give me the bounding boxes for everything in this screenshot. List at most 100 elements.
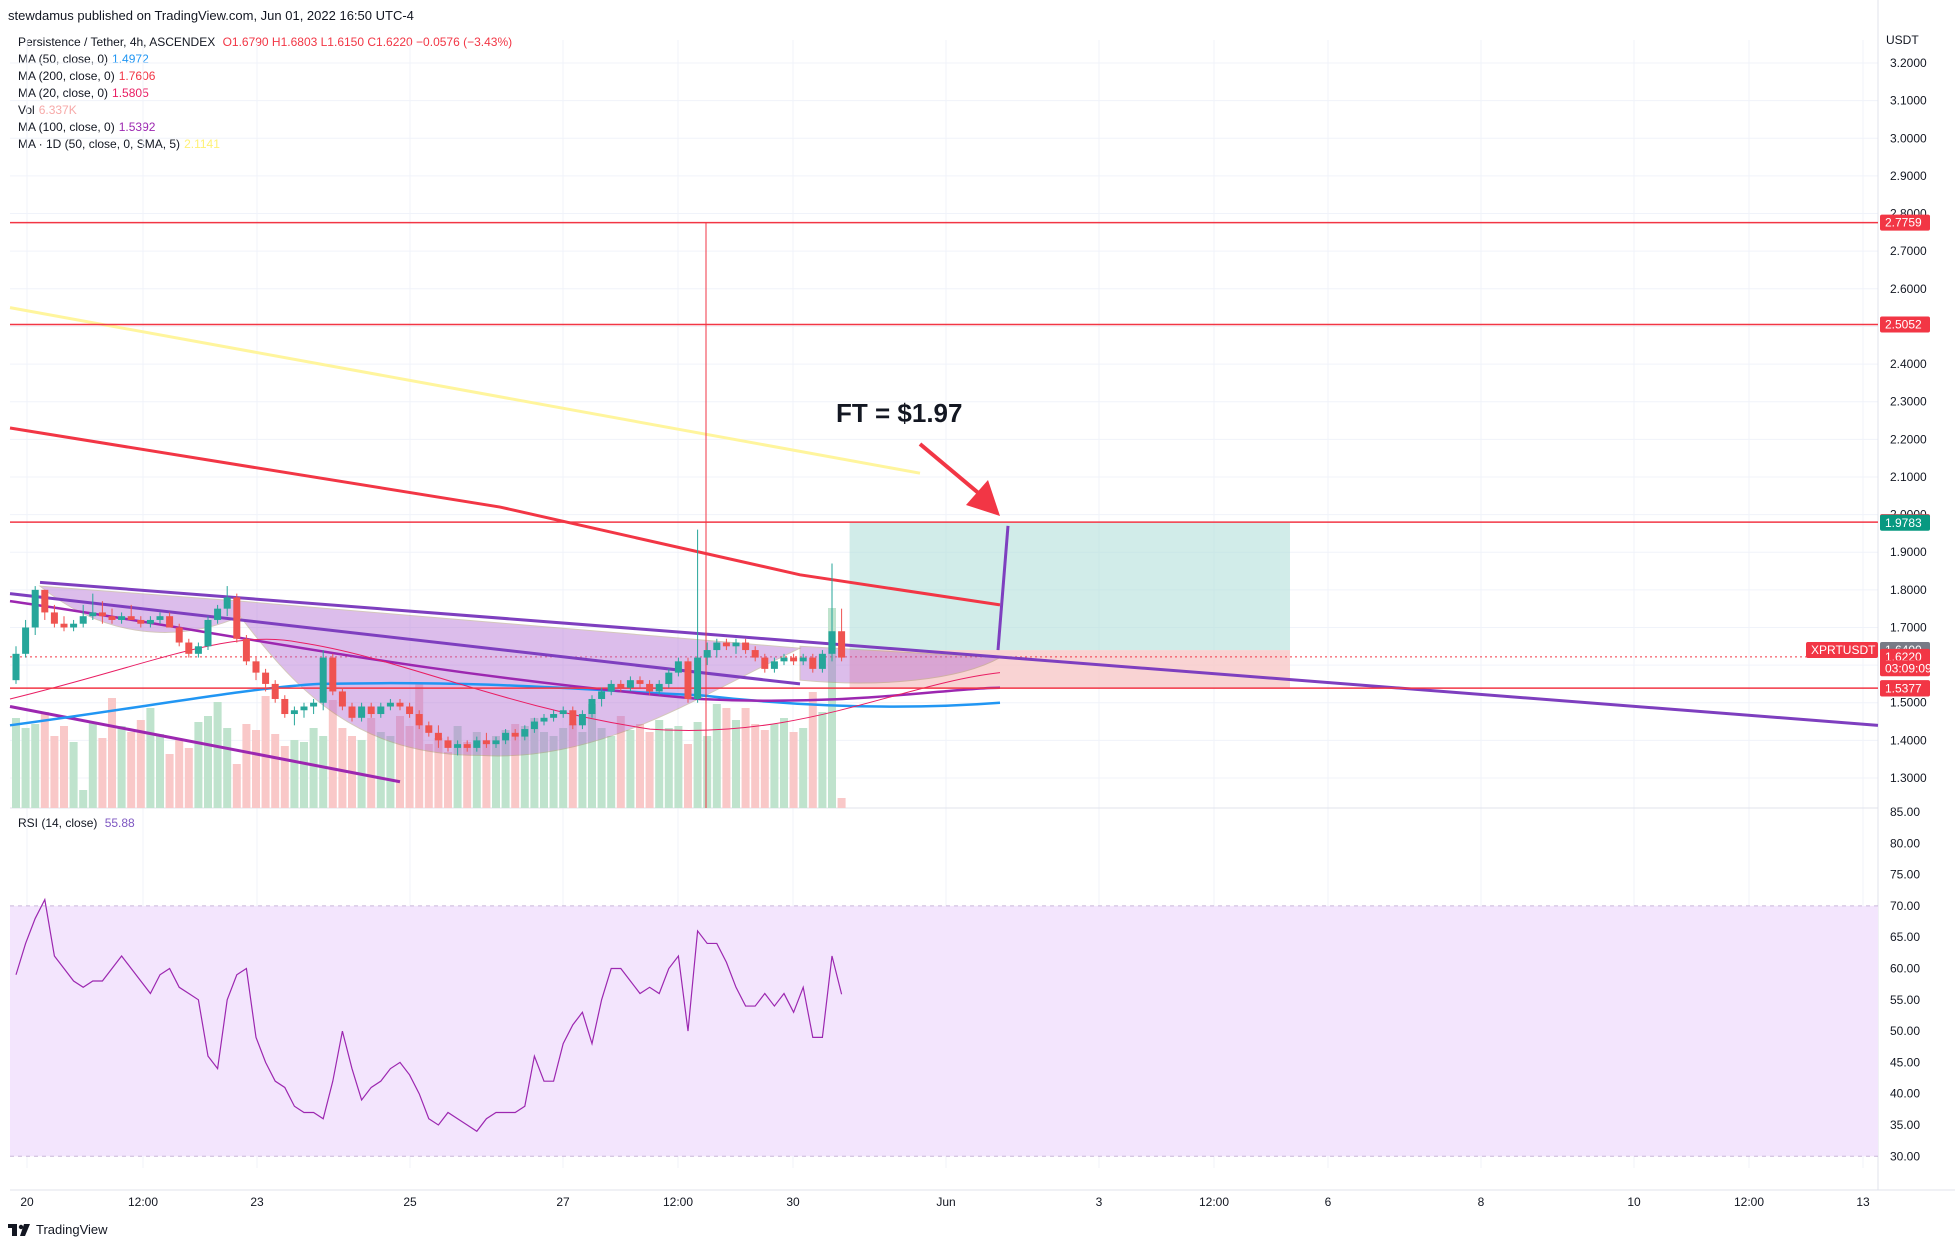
volume-bar <box>540 732 548 808</box>
volume-bar <box>684 744 692 808</box>
candle <box>406 702 414 718</box>
candle <box>607 680 615 696</box>
price-tick: 1.3000 <box>1890 771 1927 785</box>
price-tick: 1.4000 <box>1890 733 1927 747</box>
indicator-legend-row[interactable]: MA · 1D (50, close, 0, SMA, 5) 2.1141 <box>18 136 512 153</box>
svg-text:XPRTUSDT: XPRTUSDT <box>1811 643 1876 657</box>
volume-bar <box>780 718 788 808</box>
candle <box>674 657 682 677</box>
svg-text:1.9783: 1.9783 <box>1885 516 1922 530</box>
candle <box>310 698 318 715</box>
publisher-line: stewdamus published on TradingView.com, … <box>8 8 414 23</box>
volume-bar <box>703 736 712 808</box>
price-tick: 2.7000 <box>1890 244 1927 258</box>
candle <box>722 638 730 651</box>
candle <box>137 616 145 628</box>
volume-bar <box>290 740 299 808</box>
candle <box>569 706 577 730</box>
cup-pattern <box>38 585 802 757</box>
candle <box>540 714 548 726</box>
symbol-legend-row[interactable]: Persistence / Tether, 4h, ASCENDEX O1.67… <box>18 34 512 51</box>
volume-bar <box>472 732 481 808</box>
volume-bar <box>568 724 577 808</box>
candle <box>50 604 58 628</box>
price-tick: 1.8000 <box>1890 583 1927 597</box>
volume-bar <box>396 716 404 808</box>
volume-bar <box>50 736 59 808</box>
candle <box>31 586 39 636</box>
candle <box>146 616 154 628</box>
volume-bar <box>655 720 664 808</box>
candle <box>281 695 289 718</box>
volume-bar <box>511 724 520 808</box>
volume-bar <box>415 684 424 808</box>
candle <box>703 642 711 666</box>
volume-bar <box>69 742 78 808</box>
candle <box>694 529 702 703</box>
volume-bar <box>12 718 20 808</box>
candle <box>828 563 836 662</box>
volume-bar <box>136 720 145 808</box>
volume-bar <box>559 728 568 808</box>
candle <box>262 668 270 692</box>
candle <box>233 593 241 643</box>
time-tick: 20 <box>20 1195 34 1209</box>
volume-bar <box>386 736 395 808</box>
candle <box>386 698 394 711</box>
volume-bar <box>626 730 635 808</box>
candle <box>70 619 78 632</box>
price-tick: 3.0000 <box>1890 131 1927 145</box>
candle <box>319 650 327 711</box>
volume-bar <box>732 720 740 808</box>
indicator-legend-row[interactable]: MA (100, close, 0) 1.5392 <box>18 119 512 136</box>
volume-bar <box>184 748 193 808</box>
candle <box>300 702 308 718</box>
candle <box>290 706 298 726</box>
volume-bar <box>607 736 616 808</box>
rsi-tick: 85.00 <box>1890 805 1920 819</box>
rsi-legend[interactable]: RSI (14, close) 55.88 <box>18 816 135 830</box>
time-tick: 3 <box>1096 1195 1103 1209</box>
price-tick: 3.2000 <box>1890 56 1927 70</box>
volume-bar <box>261 696 270 808</box>
rsi-tick: 40.00 <box>1890 1087 1920 1101</box>
candle <box>22 619 30 658</box>
indicator-label: MA (100, close, 0) <box>18 120 115 134</box>
time-tick: 30 <box>786 1195 800 1209</box>
volume-bar <box>328 700 337 808</box>
indicator-label: MA (50, close, 0) <box>18 52 109 66</box>
indicator-legend-row[interactable]: MA (20, close, 0) 1.5805 <box>18 85 512 102</box>
indicator-legend-row[interactable]: MA (50, close, 0) 1.4972 <box>18 51 512 68</box>
candle <box>242 635 250 666</box>
rsi-tick: 35.00 <box>1890 1118 1920 1132</box>
rsi-line <box>15 897 843 1133</box>
candle <box>434 725 442 748</box>
volume-bar <box>88 722 97 808</box>
indicator-legend-row[interactable]: Vol 6.337K <box>18 102 512 119</box>
price-tick: 1.9000 <box>1890 545 1927 559</box>
volume-bar <box>578 732 587 808</box>
ma-200-line <box>9 426 1001 607</box>
volume-bar <box>492 736 500 808</box>
candle <box>482 732 490 748</box>
handle-pattern <box>799 645 1002 684</box>
volume-bar <box>712 704 721 808</box>
candle <box>348 702 356 722</box>
volume-bar <box>751 724 760 808</box>
price-label: 03:09:09 <box>1880 660 1932 677</box>
time-tick: 23 <box>250 1195 264 1209</box>
volume-bar <box>204 716 212 808</box>
candle <box>204 616 212 651</box>
price-tick: 2.9000 <box>1890 169 1927 183</box>
rsi-tick: 50.00 <box>1890 1024 1920 1038</box>
volume-bar <box>453 726 462 808</box>
candle <box>780 653 788 666</box>
price-tick: 3.1000 <box>1890 94 1927 108</box>
symbol-tag: XPRTUSDT <box>1806 642 1878 659</box>
indicator-legend-row[interactable]: MA (200, close, 0) 1.7606 <box>18 68 512 85</box>
time-tick: 12:00 <box>1734 1195 1764 1209</box>
tradingview-footer[interactable]: TradingView <box>8 1222 108 1237</box>
volume-bar <box>463 742 472 808</box>
chart-legend: Persistence / Tether, 4h, ASCENDEX O1.67… <box>18 34 512 153</box>
